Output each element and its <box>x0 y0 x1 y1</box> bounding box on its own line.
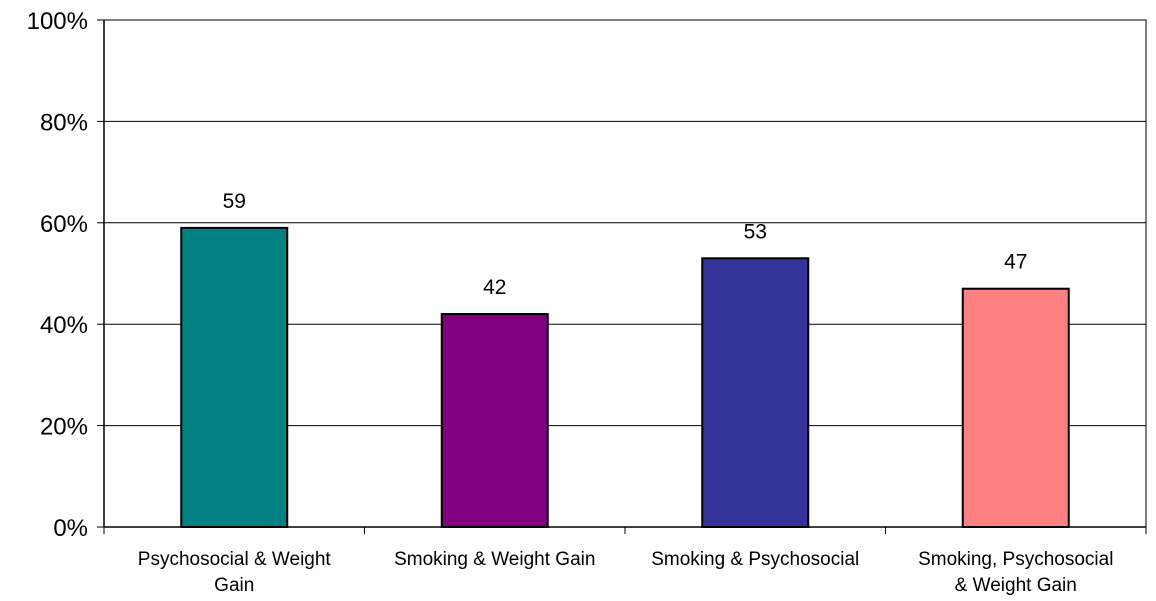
y-tick-label: 0% <box>53 515 88 542</box>
x-axis-categories: Psychosocial & Weight Gain Smoking & Weigh… <box>138 549 1114 596</box>
y-tick-label: 100% <box>27 8 88 35</box>
x-category-label: Gain <box>214 575 254 596</box>
y-tick-label: 60% <box>40 211 88 238</box>
data-label: 53 <box>744 220 767 243</box>
data-label: 42 <box>483 276 506 299</box>
bar <box>180 226 289 528</box>
data-label: 59 <box>223 190 246 213</box>
bar <box>440 313 549 528</box>
data-labels: 59 42 53 47 <box>223 190 1028 299</box>
bar <box>701 257 810 528</box>
x-category-label: & Weight Gain <box>955 575 1077 596</box>
data-label: 47 <box>1004 251 1027 274</box>
bar <box>961 287 1070 528</box>
x-category-label: Psychosocial & Weight <box>138 549 332 570</box>
y-tick-label: 40% <box>40 312 88 339</box>
axes <box>103 19 1147 534</box>
y-tick-label: 20% <box>40 414 88 441</box>
x-category-label: Smoking & Weight Gain <box>394 549 595 570</box>
y-tick-label: 80% <box>40 109 88 136</box>
y-axis-ticks: 0% 20% 40% 60% 80% 100% <box>27 8 104 542</box>
bars <box>180 226 1070 528</box>
x-category-label: Smoking & Psychosocial <box>651 549 859 570</box>
x-category-label: Smoking, Psychosocial <box>918 549 1113 570</box>
